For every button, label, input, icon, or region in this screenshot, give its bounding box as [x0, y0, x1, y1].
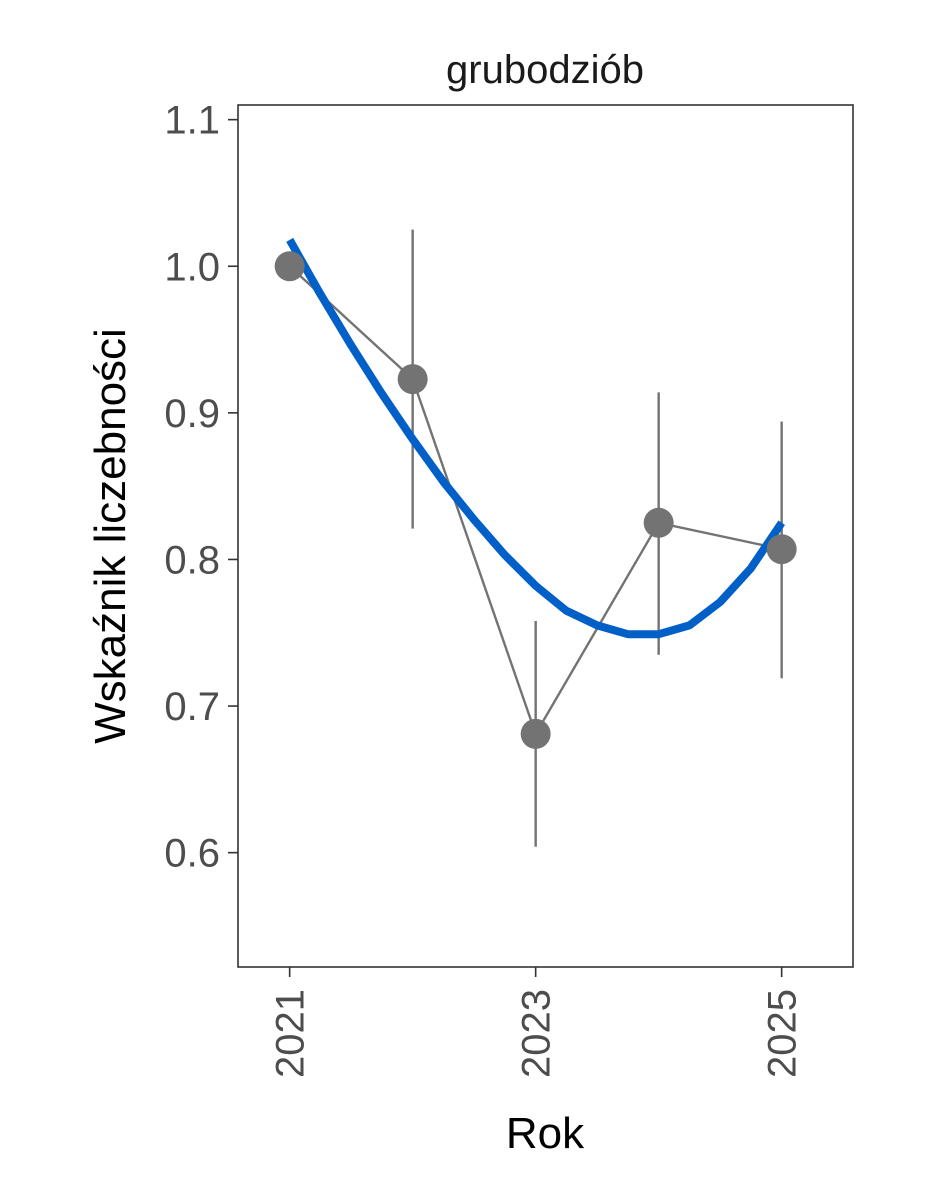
data-point — [274, 251, 305, 282]
x-tick-label: 2023 — [515, 989, 559, 1078]
series-layer — [274, 229, 797, 847]
data-point — [643, 507, 674, 538]
y-tick-label: 0.8 — [164, 538, 220, 582]
y-axis: 0.6 0.7 0.8 0.9 1.0 1.1 — [164, 99, 238, 876]
data-point — [520, 718, 551, 749]
x-axis-title: Rok — [506, 1109, 585, 1158]
data-point — [397, 364, 428, 395]
x-tick-label: 2025 — [761, 989, 805, 1078]
y-tick-label: 1.0 — [164, 245, 220, 289]
y-tick-label: 0.7 — [164, 685, 220, 729]
chart-title: grubodziób — [446, 48, 644, 92]
data-point — [766, 534, 797, 565]
y-tick-label: 1.1 — [164, 99, 220, 143]
trend-curve — [286, 237, 786, 639]
y-tick-label: 0.6 — [164, 832, 220, 876]
x-axis: 2021 2023 2025 — [269, 967, 805, 1078]
y-tick-label: 0.9 — [164, 392, 220, 436]
plot-panel — [237, 104, 854, 968]
y-axis-title: Wskaźnik liczebności — [86, 328, 135, 744]
x-tick-label: 2021 — [269, 989, 313, 1078]
